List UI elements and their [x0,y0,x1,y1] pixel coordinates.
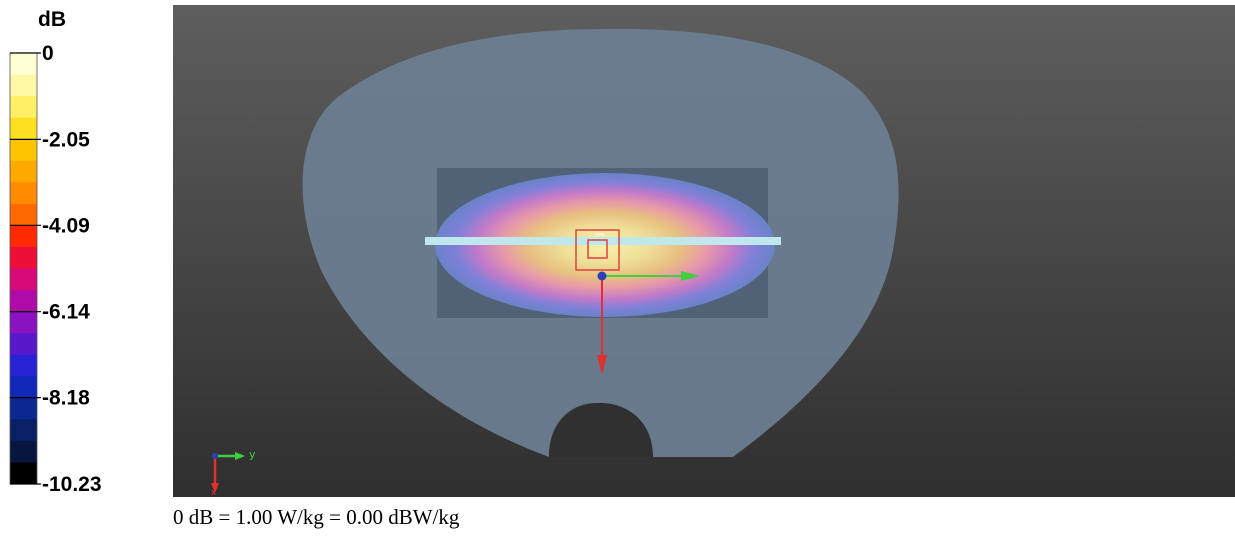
triad-x-label: x [211,488,217,497]
caption: 0 dB = 1.00 W/kg = 0.00 dBW/kg [173,505,460,529]
colorbar-segment [10,53,37,76]
colorbar-segment [10,139,37,162]
colorbar-segment [10,462,37,485]
colorbar-segment [10,311,37,334]
colorbar-segment [10,376,37,399]
triad-y-head [235,452,245,460]
phantom-cutout [549,403,653,457]
colorbar-svg: dB 0 -2.05 -4.09 -6.14 -8.18 -10.23 [9,8,102,496]
triad-y-label: y [249,448,256,461]
colorbar-segment [10,290,37,313]
colorbar-segment [10,397,37,420]
triad-origin [212,453,218,459]
colorbar-legend: dB 0 -2.05 -4.09 -6.14 -8.18 -10.23 [0,0,170,500]
colorbar-segment [10,419,37,442]
colorbar-segment [10,440,37,463]
colorbar-segment [10,117,37,140]
colorbar-tick-label: -2.05 [42,128,90,151]
colorbar-segment [10,182,37,205]
colorbar-segment [10,354,37,377]
colorbar-tick-label: -10.23 [42,473,102,496]
3d-viewport[interactable]: y x [173,5,1235,497]
zoom-scan-inner [587,239,608,259]
triad-x-head [211,483,219,493]
scene-svg: y x [173,5,1235,497]
colorbar-tick-label: 0 [42,42,54,65]
origin-axis-x-head [597,355,607,375]
colorbar-tick-label: -4.09 [42,214,90,237]
colorbar-tick-label: -6.14 [42,301,90,324]
origin-axis-y-head [681,271,700,281]
colorbar-segment [10,203,37,226]
colorbar-segment [10,333,37,356]
zoom-scan-outer [575,229,620,271]
colorbar-segment [10,225,37,248]
antenna-bar [425,237,781,245]
colorbar-segment [10,74,37,97]
peak-marker [595,233,605,236]
origin-point [597,271,607,281]
colorbar-segment [10,96,37,119]
colorbar-tick-label: -8.18 [42,387,90,410]
colorbar-unit-label: dB [38,8,66,31]
colorbar-segment [10,268,37,291]
colorbar-segment [10,246,37,269]
colorbar-segment [10,160,37,183]
